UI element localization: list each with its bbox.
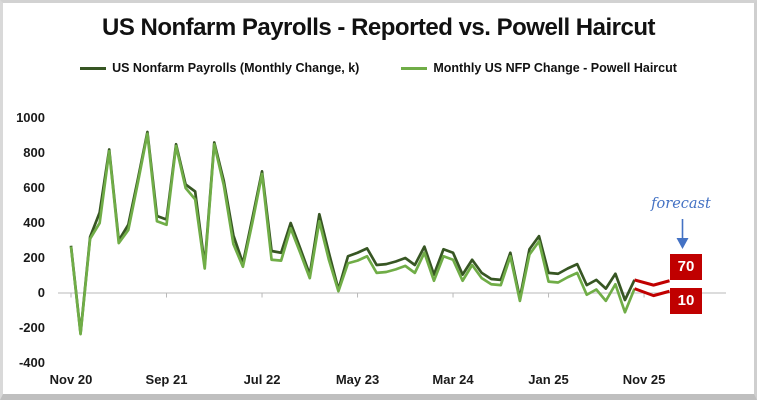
- forecast-badge-reported: 70: [670, 254, 702, 280]
- x-tick-label: May 23: [335, 372, 380, 387]
- haircut-series-line-icon: [401, 66, 428, 70]
- y-tick-label: -200: [18, 320, 45, 335]
- x-tick-label: Sep 21: [145, 372, 188, 387]
- chart-title: US Nonfarm Payrolls - Reported vs. Powel…: [102, 14, 655, 41]
- y-tick-label: 1000: [16, 110, 45, 125]
- x-tick-label: Nov 20: [49, 372, 93, 387]
- y-tick-label: 600: [23, 180, 45, 195]
- y-tick-label: 800: [23, 145, 45, 160]
- legend-label-haircut: Monthly US NFP Change - Powell Haircut: [433, 61, 677, 75]
- y-tick-label: 200: [23, 250, 45, 265]
- reported-series-line-icon: [80, 66, 107, 70]
- y-tick-label: 0: [37, 285, 45, 300]
- forecast-annotation: forecast: [651, 196, 711, 212]
- x-tick-label: Nov 25: [622, 372, 666, 387]
- legend-item-reported: US Nonfarm Payrolls (Monthly Change, k): [80, 61, 359, 75]
- legend-label-reported: US Nonfarm Payrolls (Monthly Change, k): [112, 61, 360, 75]
- plot-svg: [58, 130, 726, 336]
- x-tick-label: Mar 24: [432, 372, 474, 387]
- legend: US Nonfarm Payrolls (Monthly Change, k) …: [3, 61, 754, 75]
- x-tick-label: Jul 22: [243, 372, 281, 387]
- y-tick-label: -400: [18, 355, 45, 370]
- y-tick-label: 400: [23, 215, 45, 230]
- x-tick-label: Jan 25: [528, 372, 569, 387]
- legend-item-haircut: Monthly US NFP Change - Powell Haircut: [401, 61, 677, 75]
- forecast-badge-haircut: 10: [670, 288, 702, 314]
